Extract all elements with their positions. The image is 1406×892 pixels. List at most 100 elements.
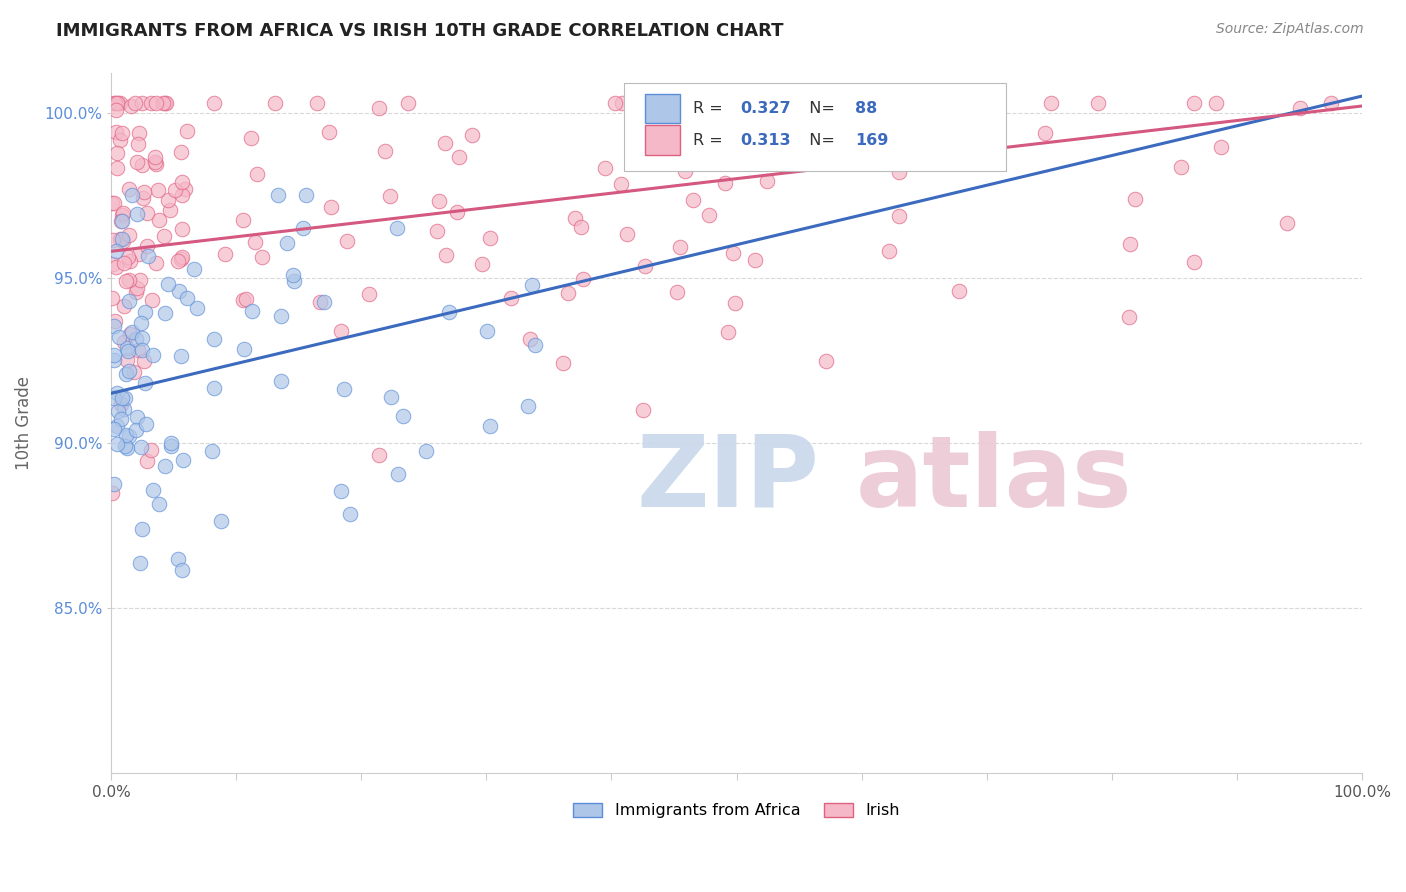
Point [105, 418, 128, 433]
Point [145, 157, 167, 171]
Point [557, 286, 579, 301]
Point [571, 271, 593, 285]
Point [669, 240, 692, 254]
Point [132, 191, 155, 205]
Point [204, 95, 226, 110]
Point [1118, 310, 1140, 325]
Point [120, 98, 142, 112]
Point [714, 131, 737, 145]
Point [111, 213, 134, 227]
Point [724, 295, 747, 310]
Point [117, 293, 139, 308]
Point [717, 325, 740, 339]
Point [176, 291, 198, 305]
Point [103, 477, 125, 491]
Point [131, 522, 153, 536]
Point [1119, 236, 1142, 251]
Point [170, 563, 193, 577]
Point [336, 234, 359, 248]
Point [148, 213, 170, 227]
Point [446, 205, 468, 219]
Point [437, 304, 460, 318]
Point [115, 367, 138, 381]
Point [128, 246, 150, 260]
Point [112, 335, 135, 350]
Text: 169: 169 [855, 133, 889, 148]
Point [202, 332, 225, 346]
Point [105, 145, 128, 160]
Point [163, 183, 186, 197]
Point [170, 252, 193, 266]
Text: N=: N= [799, 133, 841, 148]
Point [357, 287, 380, 301]
Point [125, 409, 148, 424]
Text: 0.327: 0.327 [741, 101, 792, 116]
Point [128, 126, 150, 140]
Text: atlas: atlas [855, 431, 1132, 527]
Point [103, 352, 125, 367]
Point [787, 95, 810, 110]
Point [131, 95, 153, 110]
Point [122, 366, 145, 380]
Point [700, 95, 723, 110]
Point [131, 343, 153, 357]
Point [270, 374, 292, 388]
Point [118, 429, 141, 443]
Point [673, 164, 696, 178]
Point [318, 125, 340, 139]
Point [134, 376, 156, 390]
Point [825, 152, 848, 166]
Point [110, 214, 132, 228]
Point [1288, 101, 1310, 115]
Point [209, 514, 232, 528]
Point [312, 295, 335, 310]
Point [378, 188, 401, 202]
Point [233, 342, 256, 356]
Point [107, 330, 129, 344]
Point [121, 188, 143, 202]
Point [631, 402, 654, 417]
Point [1320, 95, 1343, 110]
Point [1039, 95, 1062, 110]
Point [135, 417, 157, 431]
Point [103, 196, 125, 211]
Point [104, 314, 127, 328]
Point [682, 193, 704, 207]
Point [250, 250, 273, 264]
Point [142, 483, 165, 498]
Point [156, 277, 179, 292]
Point [333, 382, 356, 396]
Text: ZIP: ZIP [637, 431, 820, 527]
Point [240, 130, 263, 145]
Point [202, 381, 225, 395]
Point [105, 436, 128, 450]
Point [283, 274, 305, 288]
Point [101, 196, 124, 211]
Point [330, 324, 353, 338]
Point [155, 95, 177, 110]
Point [131, 158, 153, 172]
Point [143, 150, 166, 164]
Point [139, 95, 162, 110]
Point [118, 254, 141, 268]
Point [153, 228, 176, 243]
Point [107, 404, 129, 418]
Point [142, 348, 165, 362]
Point [887, 209, 910, 223]
Point [214, 247, 236, 261]
Point [471, 258, 494, 272]
Point [104, 260, 127, 275]
Point [124, 285, 146, 299]
Point [434, 136, 457, 150]
Point [114, 439, 136, 453]
Point [415, 444, 437, 458]
Point [118, 227, 141, 242]
Point [519, 332, 541, 346]
Point [111, 234, 134, 248]
Point [111, 208, 134, 222]
Point [1033, 126, 1056, 140]
Point [160, 436, 183, 450]
Text: Source: ZipAtlas.com: Source: ZipAtlas.com [1216, 22, 1364, 37]
Point [125, 332, 148, 346]
Point [148, 497, 170, 511]
